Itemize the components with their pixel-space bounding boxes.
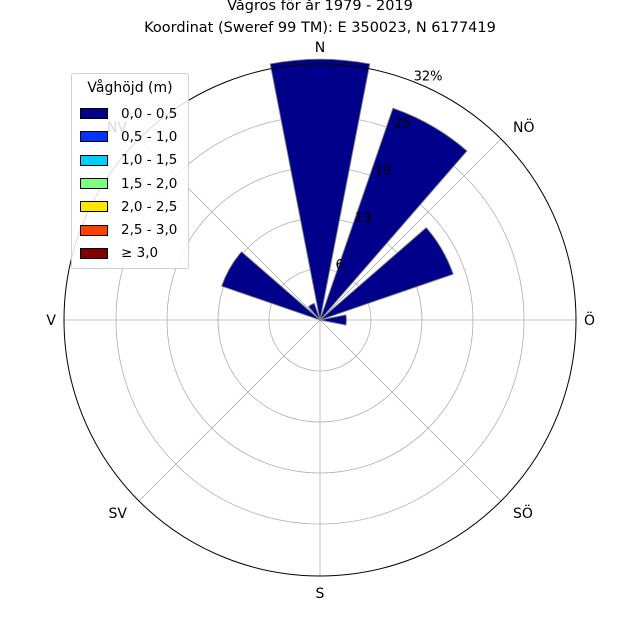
- legend-item: 1,5 - 2,0: [80, 172, 180, 195]
- legend-item: 2,0 - 2,5: [80, 195, 180, 218]
- rose-bar-300: [221, 251, 321, 321]
- radial-tick-label: 6: [336, 258, 344, 273]
- legend-swatch: [80, 108, 108, 120]
- legend-swatch: [80, 201, 108, 213]
- rose-bar-60: [319, 226, 454, 321]
- bars: [63, 58, 577, 577]
- radial-tick-label: 32%: [414, 69, 443, 84]
- legend-label: 0,0 - 0,5: [121, 105, 178, 122]
- direction-label-nö: NÖ: [513, 118, 535, 136]
- legend-label: 2,5 - 3,0: [121, 222, 178, 239]
- grid-spoke: [319, 138, 502, 321]
- legend-label: 1,0 - 1,5: [121, 152, 178, 169]
- legend-item: 1,0 - 1,5: [80, 149, 180, 172]
- grid-spoke: [138, 319, 321, 502]
- legend-title: Våghöjd (m): [87, 80, 173, 96]
- radial-ticks: 6 13 19 25 32%: [336, 69, 443, 273]
- radial-tick-label: 19: [375, 164, 392, 179]
- legend-label: 1,5 - 2,0: [121, 175, 178, 192]
- direction-label-sv: SV: [109, 506, 128, 522]
- legend-swatch: [80, 224, 108, 236]
- rose-bar-30: [319, 107, 468, 321]
- grid-spoke: [319, 319, 502, 502]
- legend: Våghöjd (m) 0,0 - 0,5 0,5 - 1,0 1,0 - 1,5 1…: [71, 73, 189, 269]
- legend-item: 0,5 - 1,0: [80, 125, 180, 148]
- legend-item: ≥ 3,0: [80, 242, 180, 265]
- legend-item: 2,5 - 3,0: [80, 218, 180, 241]
- direction-label-ö: Ö: [584, 311, 595, 329]
- legend-label: 2,0 - 2,5: [121, 198, 178, 215]
- legend-swatch: [80, 131, 108, 143]
- direction-label-sö: SÖ: [513, 504, 533, 522]
- direction-label-n: N: [315, 40, 325, 56]
- direction-label-v: V: [46, 313, 56, 329]
- legend-label: 0,5 - 1,0: [121, 128, 178, 145]
- legend-label: ≥ 3,0: [121, 245, 159, 262]
- chart-subtitle: Koordinat (Sweref 99 TM): E 350023, N 61…: [144, 20, 496, 36]
- chart-title: Vågros för år 1979 - 2019: [227, 0, 413, 14]
- legend-swatch: [80, 178, 108, 190]
- legend-item: 0,0 - 0,5: [80, 102, 180, 125]
- rose-bar-0: [269, 58, 371, 321]
- rose-bar-330: [307, 302, 321, 321]
- radial-tick-label: 13: [355, 211, 372, 226]
- direction-label-s: S: [316, 586, 325, 602]
- radial-tick-label: 25: [394, 117, 411, 132]
- legend-swatch: [80, 247, 108, 259]
- outer-circle: [63, 63, 577, 577]
- rose-bar-90: [319, 314, 347, 326]
- legend-swatch: [80, 154, 108, 166]
